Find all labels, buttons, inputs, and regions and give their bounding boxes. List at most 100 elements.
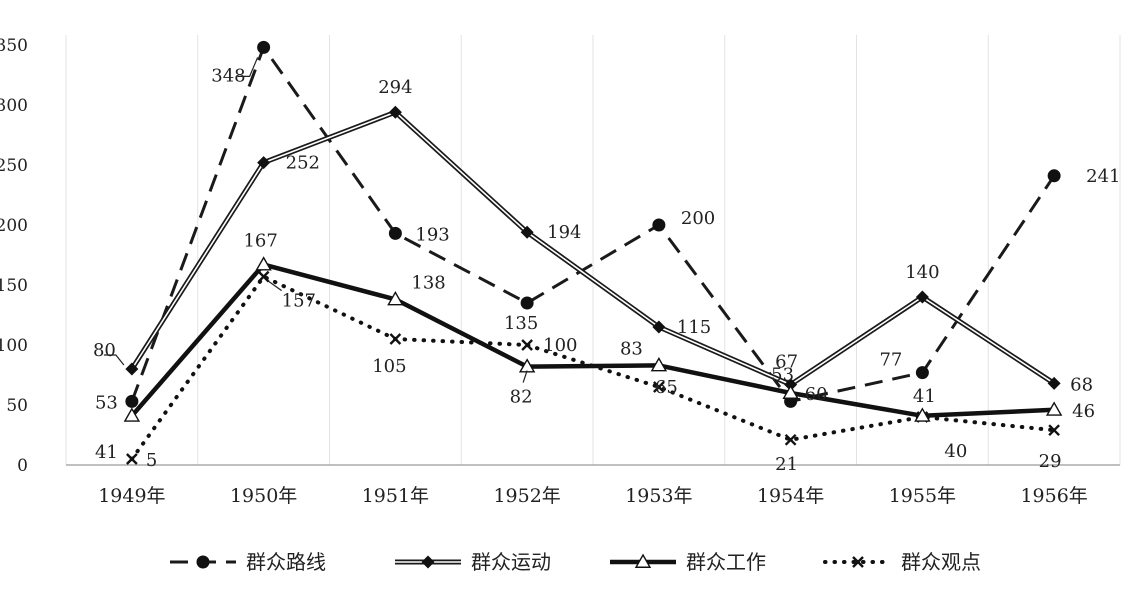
x-tick-label: 1956年	[1020, 485, 1087, 507]
data-point-circle	[915, 366, 929, 380]
data-label: 77	[879, 350, 902, 371]
series-line	[130, 262, 1055, 419]
x-stroke	[257, 270, 270, 283]
y-tick-label: 250	[0, 156, 28, 176]
legend-item-2: 群众运动	[395, 550, 551, 574]
data-point-triangle	[387, 290, 404, 306]
data-label: 252	[286, 153, 320, 174]
data-point-diamond	[915, 290, 929, 304]
data-label: 41	[95, 442, 118, 463]
data-point-x	[784, 433, 797, 446]
x-tick-label: 1950年	[230, 485, 297, 507]
data-label: 82	[510, 387, 533, 408]
y-tick-label: 300	[0, 96, 28, 116]
data-point-circle	[257, 40, 271, 54]
data-labels: 53 348 193 135 200 53 77 241 80 252 294 194 115 67 140…	[93, 57, 1120, 475]
data-point-circle	[196, 555, 210, 569]
legend-label: 群众路线	[246, 550, 326, 574]
data-label: 105	[372, 356, 406, 377]
x-stroke	[852, 556, 864, 568]
data-label: 140	[905, 262, 939, 283]
y-tick-label: 0	[17, 456, 28, 476]
data-label: 60	[805, 384, 828, 405]
data-label: 83	[620, 338, 643, 359]
data-point-x	[852, 556, 864, 568]
x-tick-label: 1953年	[625, 485, 692, 507]
legend-label: 群众工作	[686, 550, 766, 574]
data-point-triangle	[650, 356, 668, 372]
data-point-x	[521, 339, 533, 351]
data-point-x	[257, 270, 270, 283]
data-label: 157	[282, 291, 316, 312]
y-tick-label: 200	[0, 216, 28, 236]
data-label: 80	[93, 340, 116, 361]
x-stroke	[521, 339, 533, 351]
x-tick-label: 1955年	[889, 485, 956, 507]
data-point-diamond	[388, 105, 402, 119]
x-tick-label: 1949年	[98, 485, 165, 507]
data-point-diamond	[520, 225, 534, 239]
data-point-triangle	[1045, 401, 1063, 416]
data-label: 65	[655, 377, 678, 398]
data-label: 40	[944, 441, 967, 462]
legend-item-1: 群众路线	[170, 550, 326, 574]
data-point-triangle	[123, 407, 141, 422]
data-point-triangle	[782, 384, 799, 399]
data-point-circle	[1047, 169, 1061, 183]
data-point-circle	[388, 226, 402, 240]
data-point-circle	[652, 218, 666, 232]
leader-line	[237, 57, 259, 78]
x-stroke	[1048, 424, 1060, 437]
data-point-diamond	[652, 320, 666, 334]
legend: 群众路线 群众运动 群众工作 群众观点	[170, 550, 981, 574]
data-label: 53	[95, 392, 118, 413]
series-3	[123, 256, 1063, 422]
x-stroke	[389, 333, 402, 345]
data-label: 41	[913, 386, 936, 407]
axes: 0 50 100 150 200 250 300 350 1949年 1950年 1951年 1952…	[0, 36, 1120, 507]
data-point-x	[389, 333, 402, 345]
data-label: 294	[378, 77, 412, 98]
data-label: 100	[543, 335, 577, 356]
data-label: 115	[677, 317, 711, 338]
series-line-inner	[131, 111, 1055, 386]
data-label: 46	[1072, 401, 1095, 422]
leader-line	[103, 354, 125, 366]
data-point-diamond	[125, 362, 139, 376]
data-point-circle	[520, 296, 534, 310]
data-point-triangle	[914, 407, 931, 422]
x-tick-label: 1954年	[757, 485, 824, 507]
data-label: 193	[415, 224, 449, 245]
series-2	[125, 105, 1061, 392]
grid	[65, 35, 1121, 465]
x-tick-label: 1952年	[493, 485, 560, 507]
data-label: 241	[1086, 166, 1120, 187]
data-point-diamond	[1047, 376, 1061, 390]
data-label: 53	[771, 364, 794, 385]
legend-label: 群众运动	[471, 550, 551, 574]
x-stroke	[653, 381, 665, 393]
legend-label: 群众观点	[901, 550, 981, 574]
y-tick-label: 100	[0, 336, 28, 356]
legend-item-4: 群众观点	[823, 550, 981, 574]
x-stroke	[126, 453, 138, 465]
y-tick-label: 150	[0, 276, 28, 296]
y-tick-label: 350	[0, 36, 28, 56]
data-label: 167	[243, 231, 277, 252]
y-tick-label: 50	[6, 396, 28, 416]
leader-line	[522, 370, 528, 383]
data-point-diamond	[257, 156, 271, 170]
leader-line	[267, 280, 282, 292]
x-tick-label: 1951年	[362, 485, 429, 507]
data-point-x	[653, 381, 665, 393]
data-point-diamond	[421, 555, 435, 569]
data-label: 200	[681, 208, 715, 229]
data-label: 5	[146, 450, 157, 471]
data-label: 29	[1039, 451, 1062, 472]
data-label: 67	[775, 352, 798, 373]
series-layer	[123, 40, 1063, 465]
data-point-x	[126, 453, 138, 465]
data-label: 138	[411, 272, 445, 293]
